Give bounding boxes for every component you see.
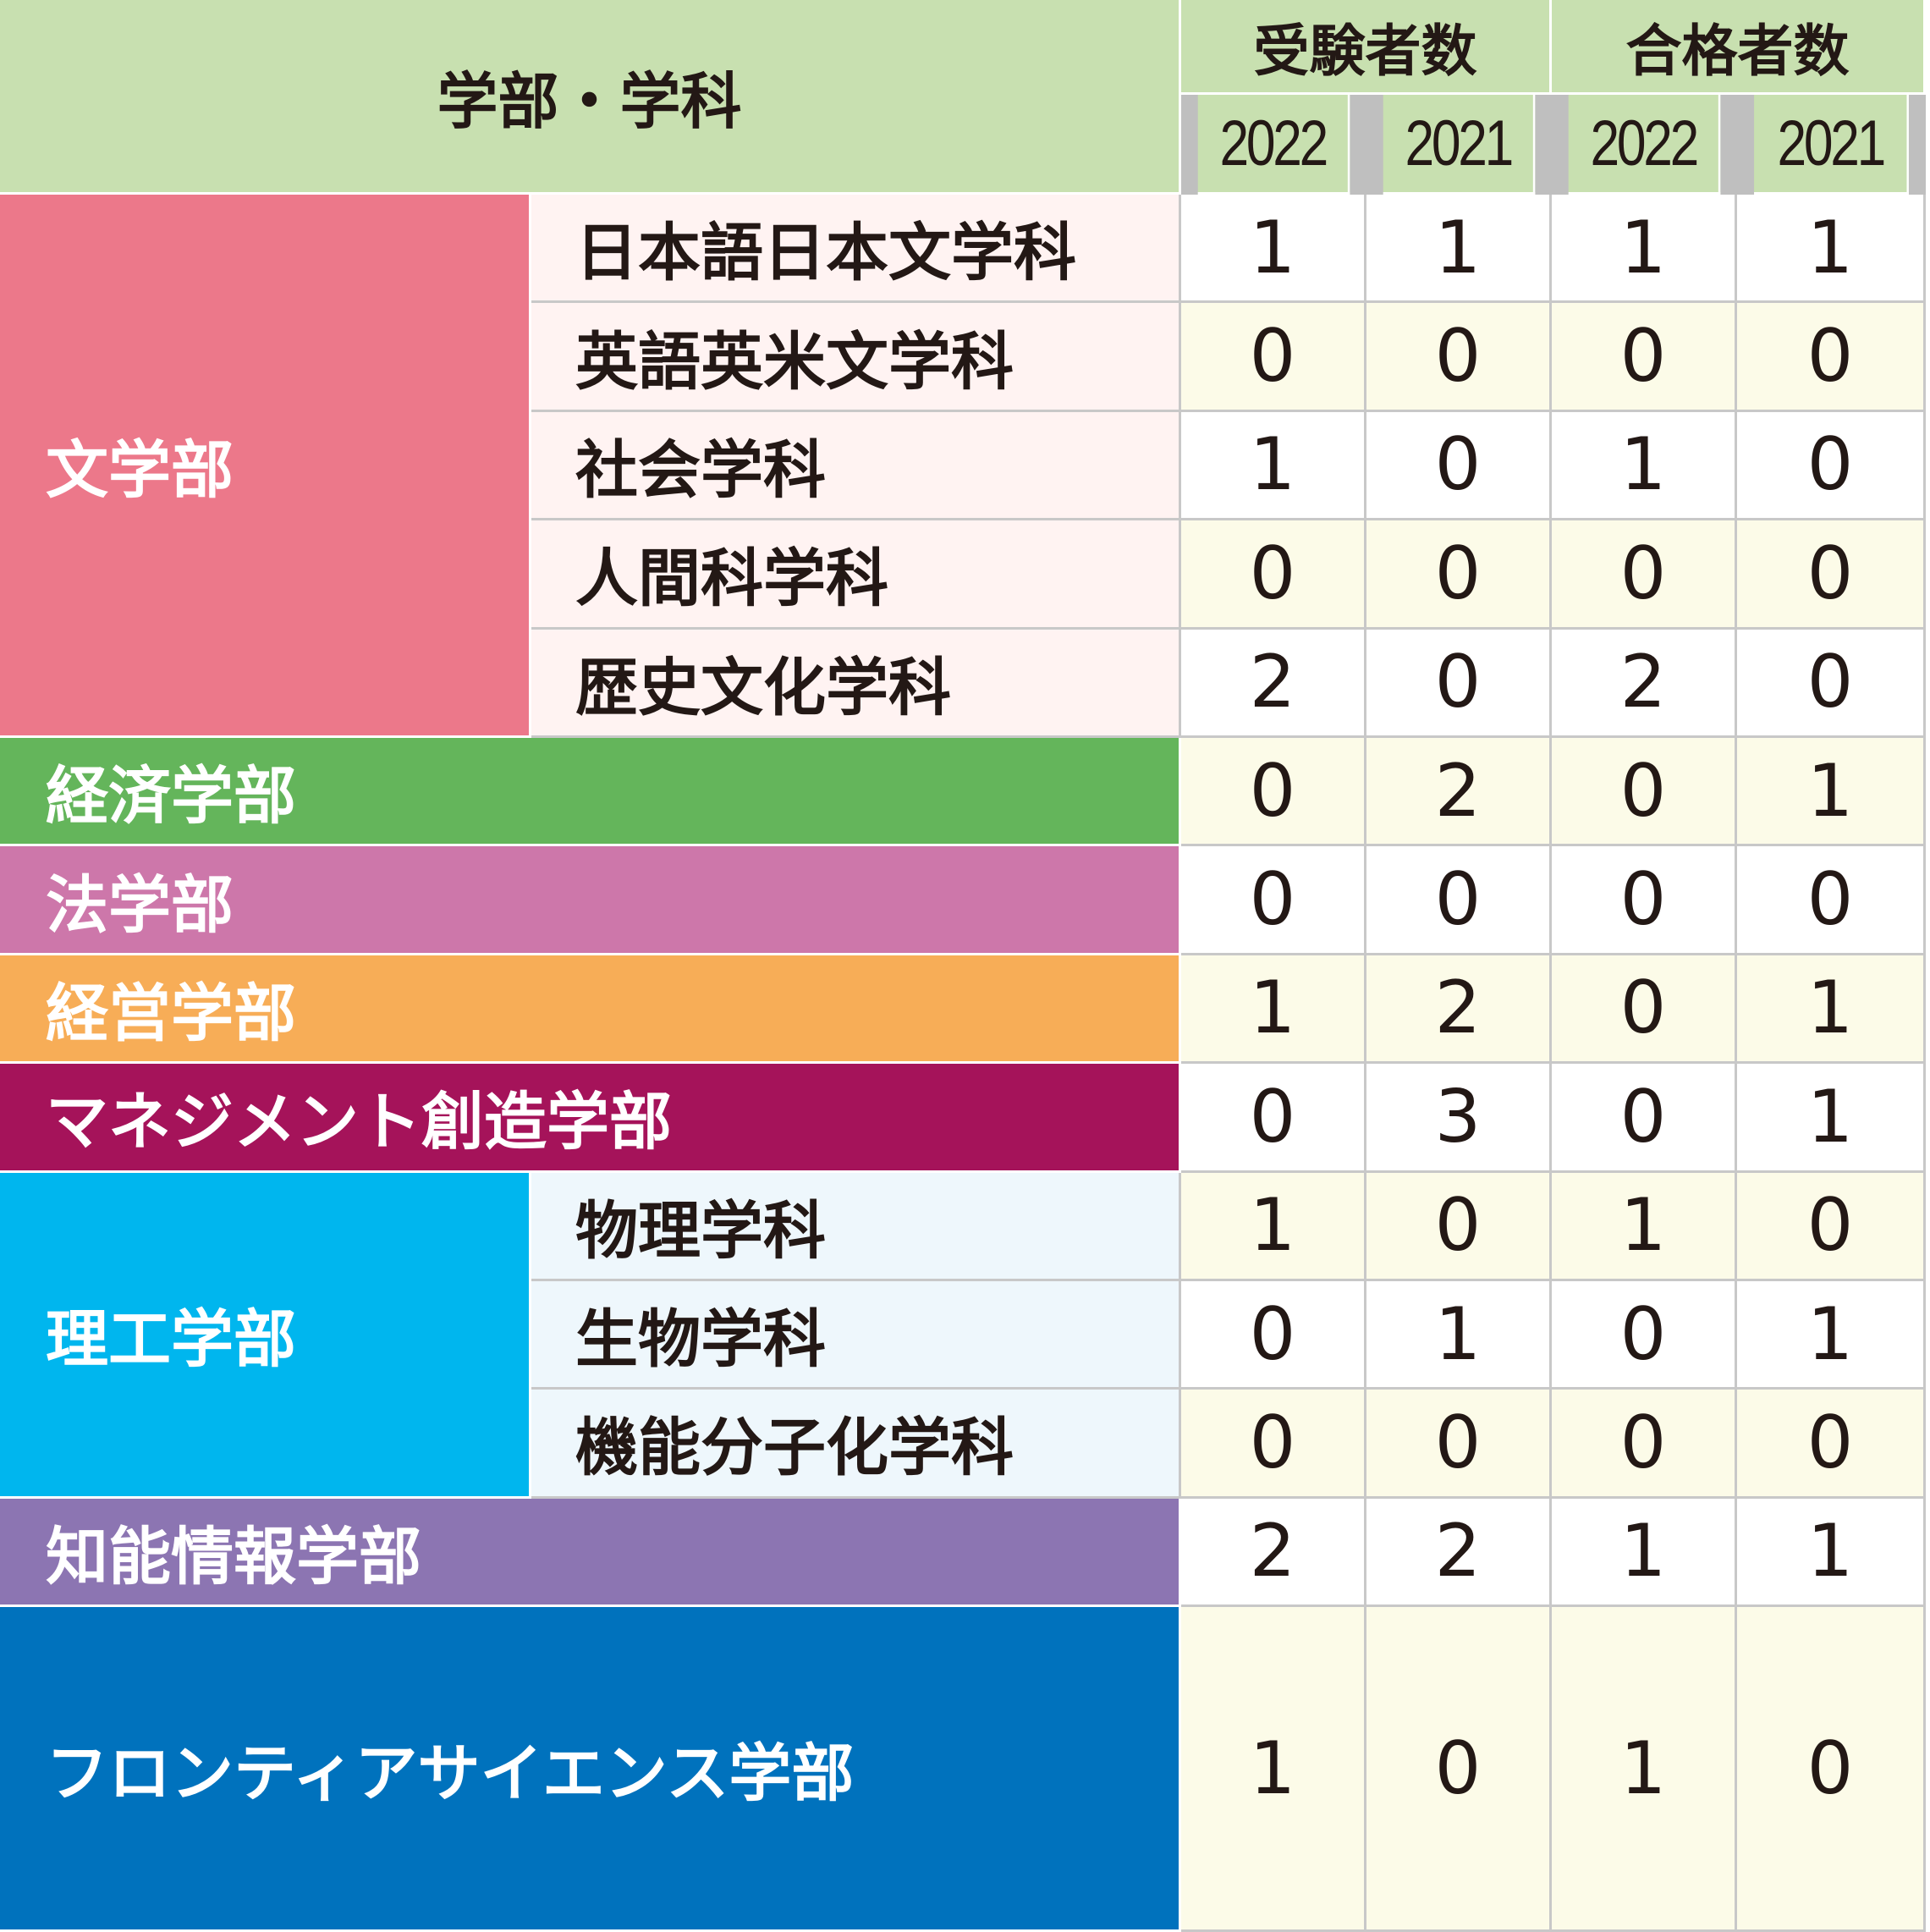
faculty-intelligence-informatics: 知能情報学部: [0, 1498, 1181, 1608]
faculty-science-engineering: 理工学部: [0, 1172, 531, 1499]
value-cell: 1: [1737, 737, 1926, 847]
header-passed: 合格者数: [1552, 0, 1926, 95]
value-cell: 0: [1181, 846, 1366, 955]
department-history-culture: 歴史文化学科: [531, 629, 1181, 738]
value-cell: 0: [1552, 846, 1737, 955]
value-cell: 0: [1181, 1390, 1366, 1499]
faculty-business: 経営学部: [0, 955, 1181, 1065]
value-cell: 1: [1552, 195, 1737, 304]
value-cell: 2: [1181, 1498, 1366, 1608]
value-cell: 0: [1366, 846, 1552, 955]
value-cell: 1: [1181, 411, 1366, 521]
value-cell: 0: [1737, 1607, 1926, 1932]
value-cell: 0: [1366, 411, 1552, 521]
value-cell: 0: [1181, 1280, 1366, 1390]
value-cell: 0: [1552, 1064, 1737, 1173]
value-cell: 0: [1366, 520, 1552, 630]
faculty-frontier-science: フロンティアサイエンス学部: [0, 1607, 1181, 1932]
value-cell: 0: [1366, 303, 1552, 412]
value-cell: 1: [1181, 1607, 1366, 1932]
header-year-examinees-2021: 2021: [1383, 95, 1536, 195]
value-cell: 0: [1552, 1280, 1737, 1390]
value-cell: 0: [1737, 846, 1926, 955]
value-cell: 0: [1737, 303, 1926, 412]
department-functional-molecular-chemistry: 機能分子化学科: [531, 1390, 1181, 1499]
value-cell: 1: [1552, 1172, 1737, 1281]
value-cell: 2: [1181, 629, 1366, 738]
value-cell: 0: [1552, 955, 1737, 1065]
value-cell: 1: [1737, 1280, 1926, 1390]
value-cell: 0: [1181, 520, 1366, 630]
value-cell: 2: [1366, 737, 1552, 847]
value-cell: 1: [1366, 195, 1552, 304]
value-cell: 1: [1181, 1172, 1366, 1281]
value-cell: 1: [1552, 1498, 1737, 1608]
value-cell: 0: [1737, 629, 1926, 738]
value-cell: 2: [1366, 1498, 1552, 1608]
department-biology: 生物学科: [531, 1280, 1181, 1390]
header-examinees: 受験者数: [1181, 0, 1552, 95]
faculty-literature: 文学部: [0, 195, 531, 738]
value-cell: 0: [1366, 1390, 1552, 1499]
value-cell: 0: [1737, 520, 1926, 630]
value-cell: 1: [1366, 1280, 1552, 1390]
value-cell: 0: [1366, 629, 1552, 738]
header-year-passed-2021: 2021: [1754, 95, 1909, 195]
value-cell: 0: [1366, 1607, 1552, 1932]
faculty-economics: 経済学部: [0, 737, 1181, 847]
value-cell: 0: [1737, 1172, 1926, 1281]
value-cell: 0: [1366, 1172, 1552, 1281]
value-cell: 0: [1552, 1390, 1737, 1499]
value-cell: 0: [1181, 1064, 1366, 1173]
value-cell: 3: [1366, 1064, 1552, 1173]
header-year-passed-2022: 2022: [1568, 95, 1721, 195]
department-human-science: 人間科学科: [531, 520, 1181, 630]
department-english-literature: 英語英米文学科: [531, 303, 1181, 412]
department-physics: 物理学科: [531, 1172, 1181, 1281]
department-sociology: 社会学科: [531, 411, 1181, 521]
value-cell: 1: [1181, 195, 1366, 304]
value-cell: 2: [1366, 955, 1552, 1065]
value-cell: 0: [1552, 737, 1737, 847]
value-cell: 1: [1552, 1607, 1737, 1932]
value-cell: 1: [1737, 955, 1926, 1065]
faculty-management-innovation: マネジメント創造学部: [0, 1064, 1181, 1173]
header-year-examinees-2022: 2022: [1197, 95, 1350, 195]
value-cell: 1: [1181, 955, 1366, 1065]
value-cell: 0: [1737, 1390, 1926, 1499]
faculty-law: 法学部: [0, 846, 1181, 955]
value-cell: 2: [1552, 629, 1737, 738]
value-cell: 0: [1737, 411, 1926, 521]
value-cell: 0: [1552, 303, 1737, 412]
value-cell: 1: [1737, 1064, 1926, 1173]
value-cell: 0: [1552, 520, 1737, 630]
value-cell: 0: [1181, 737, 1366, 847]
value-cell: 1: [1737, 1498, 1926, 1608]
department-japanese-literature: 日本語日本文学科: [531, 195, 1181, 304]
header-faculty-department: 学部・学科: [0, 0, 1181, 195]
value-cell: 1: [1552, 411, 1737, 521]
value-cell: 0: [1181, 303, 1366, 412]
value-cell: 1: [1737, 195, 1926, 304]
